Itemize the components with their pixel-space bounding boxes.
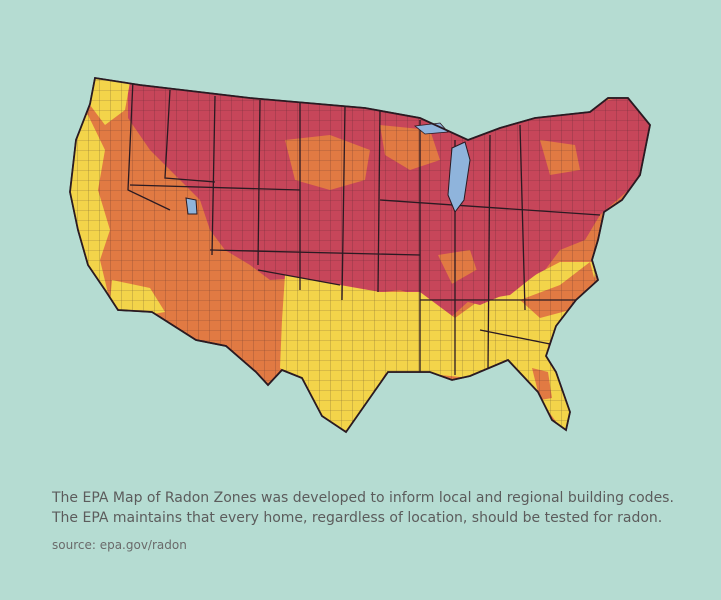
- caption-line-2: The EPA maintains that every home, regar…: [52, 510, 663, 526]
- source-note: source: epa.gov/radon: [52, 538, 187, 552]
- caption-line-1: The EPA Map of Radon Zones was developed…: [52, 490, 674, 506]
- state-boundaries: [127, 79, 601, 375]
- us-outline: [69, 76, 651, 434]
- map-caption: The EPA Map of Radon Zones was developed…: [52, 488, 692, 528]
- radon-zone-map: [69, 76, 651, 434]
- great-salt-lake: [185, 197, 198, 215]
- us-map-svg: [69, 76, 651, 434]
- lake-michigan: [447, 141, 471, 214]
- county-boundaries: [70, 78, 650, 432]
